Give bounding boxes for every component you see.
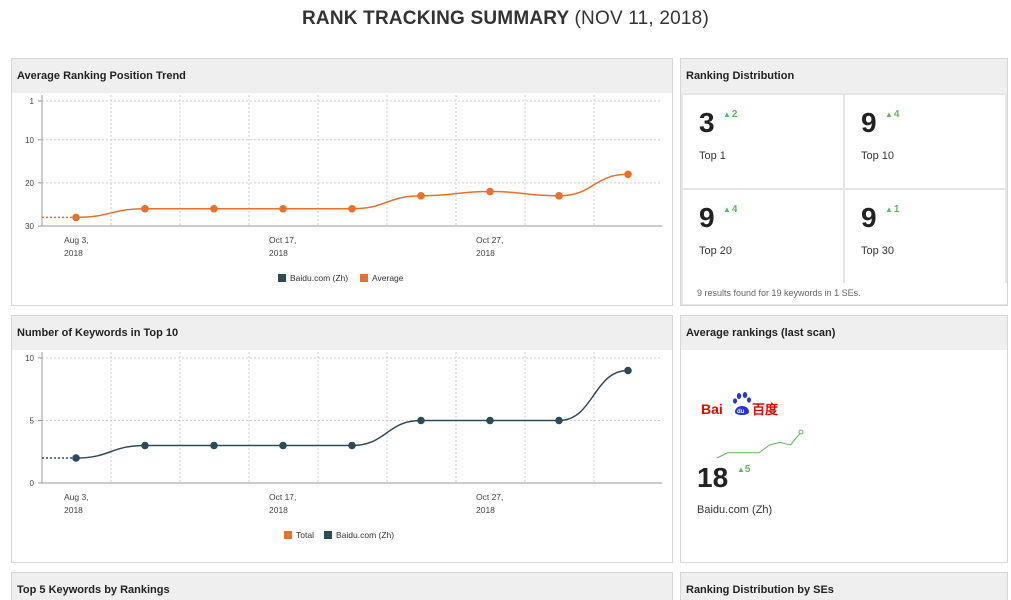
average-rankings-delta: ▲5 xyxy=(737,464,751,475)
data-point xyxy=(72,454,80,462)
average-rankings-title: Average rankings (last scan) xyxy=(681,316,1007,350)
dist-delta-top30: ▲1 xyxy=(885,204,900,215)
svg-text:Bai: Bai xyxy=(701,401,723,417)
dist-label-top30: Top 30 xyxy=(861,245,895,257)
x-tick-label: Oct 17, xyxy=(269,492,296,502)
data-point xyxy=(72,213,80,222)
up-arrow-icon: ▲ xyxy=(723,110,731,119)
data-point xyxy=(348,441,356,450)
data-point xyxy=(210,441,218,450)
ranking-distribution-panel: Ranking Distribution 3 ▲2 Top 1 9 ▲4 Top… xyxy=(680,58,1008,306)
avg-trend-chart: 1 10 20 30 Aug 3, 2018 Oct 17, 2018 Oct 27, 2018 B… xyxy=(25,95,662,283)
top5-keywords-title: Top 5 Keywords by Rankings xyxy=(12,573,672,600)
data-point xyxy=(555,416,563,425)
dist-delta-top20: ▲4 xyxy=(723,204,738,215)
data-point xyxy=(210,204,218,213)
dist-value-top10: 9 xyxy=(861,107,877,138)
keywords-top10-chart: 10 5 0 Aug 3, 2018 Oct 17, 2018 Oct 27, 2018 Tota… xyxy=(25,352,662,540)
x-tick-label: Aug 3, xyxy=(64,492,89,502)
svg-text:百度: 百度 xyxy=(752,402,779,417)
x-tick-label: Aug 3, xyxy=(64,235,89,245)
data-point xyxy=(348,204,356,213)
data-point xyxy=(555,192,563,200)
legend-swatch xyxy=(278,274,286,282)
y-tick-label: 30 xyxy=(25,222,34,231)
x-tick-label: 2018 xyxy=(476,505,495,515)
legend-label: Baidu.com (Zh) xyxy=(336,530,394,540)
data-point xyxy=(486,416,494,425)
legend-swatch xyxy=(324,531,332,539)
data-point xyxy=(417,416,425,425)
keywords-top10-title: Number of Keywords in Top 10 xyxy=(12,316,672,350)
dist-label-top10: Top 10 xyxy=(861,150,895,162)
x-tick-label: 2018 xyxy=(476,248,495,258)
average-rankings-panel: Average rankings (last scan) Bai du 百度 1… xyxy=(680,315,1008,563)
data-point xyxy=(141,204,149,213)
top5-keywords-panel: Top 5 Keywords by Rankings xyxy=(11,572,673,600)
y-tick-label: 10 xyxy=(25,354,34,363)
dist-value-top20: 9 xyxy=(699,202,715,233)
legend-swatch xyxy=(284,531,292,539)
page-title-date: (NOV 11, 2018) xyxy=(574,8,709,29)
baidu-paw-icon: Bai du 百度 xyxy=(701,392,779,417)
y-tick-label: 20 xyxy=(25,179,34,188)
svg-text:du: du xyxy=(737,409,745,415)
legend-swatch xyxy=(360,274,368,282)
sparkline-end-point xyxy=(798,429,804,435)
x-tick-label: Oct 17, xyxy=(269,235,296,245)
data-point xyxy=(279,204,287,213)
dist-delta-top10: ▲4 xyxy=(885,109,900,120)
dist-label-top1: Top 1 xyxy=(699,150,726,162)
average-rankings-value: 18 xyxy=(697,462,729,493)
legend-label: Total xyxy=(296,530,314,540)
page-title-main: RANK TRACKING SUMMARY xyxy=(302,8,570,29)
sparkline-path xyxy=(716,431,802,459)
up-arrow-icon: ▲ xyxy=(723,205,731,214)
x-tick-label: 2018 xyxy=(269,248,288,258)
data-point xyxy=(486,187,494,196)
x-tick-label: Oct 27, xyxy=(476,235,503,245)
dist-cell-top1: 3 ▲2 Top 1 xyxy=(683,95,843,188)
y-tick-label: 10 xyxy=(25,136,34,145)
legend-label: Average xyxy=(372,273,404,283)
dist-cell-top10: 9 ▲4 Top 10 xyxy=(845,95,1005,188)
ranking-by-ses-panel: Ranking Distribution by SEs xyxy=(680,572,1008,600)
ranking-distribution-title: Ranking Distribution xyxy=(681,59,1007,93)
data-point xyxy=(624,170,632,179)
dist-value-top1: 3 xyxy=(699,107,715,138)
average-rankings-label: Baidu.com (Zh) xyxy=(697,504,773,516)
ranking-by-ses-title: Ranking Distribution by SEs xyxy=(681,573,1007,600)
data-point xyxy=(279,441,287,450)
up-arrow-icon: ▲ xyxy=(885,110,893,119)
average-rankings-sparkline xyxy=(716,429,804,459)
up-arrow-icon: ▲ xyxy=(885,205,893,214)
x-tick-label: 2018 xyxy=(64,505,83,515)
x-tick-label: 2018 xyxy=(64,248,83,258)
dist-footer: 9 results found for 19 keywords in 1 SEs… xyxy=(697,288,861,298)
data-point xyxy=(624,366,632,375)
dist-delta-top1: ▲2 xyxy=(723,109,738,120)
y-tick-label: 5 xyxy=(30,417,35,426)
y-tick-label: 0 xyxy=(30,479,35,488)
keywords-top10-panel: Number of Keywords in Top 10 10 5 0 Aug 3, 2… xyxy=(11,315,673,563)
data-point xyxy=(417,192,425,200)
page-title: RANK TRACKING SUMMARY (NOV 11, 2018) xyxy=(0,8,1011,30)
y-tick-label: 1 xyxy=(30,97,35,106)
x-tick-label: 2018 xyxy=(269,505,288,515)
dist-label-top20: Top 20 xyxy=(699,245,733,257)
data-point xyxy=(141,441,149,450)
up-arrow-icon: ▲ xyxy=(737,465,745,474)
dist-footer-bg xyxy=(683,283,1007,304)
legend-label: Baidu.com (Zh) xyxy=(290,273,348,283)
x-tick-label: Oct 27, xyxy=(476,492,503,502)
avg-trend-panel: Average Ranking Position Trend 1 10 20 30 Au… xyxy=(11,58,673,306)
baidu-logo: Bai du 百度 xyxy=(701,390,781,427)
dist-value-top30: 9 xyxy=(861,202,877,233)
avg-trend-title: Average Ranking Position Trend xyxy=(12,59,672,93)
